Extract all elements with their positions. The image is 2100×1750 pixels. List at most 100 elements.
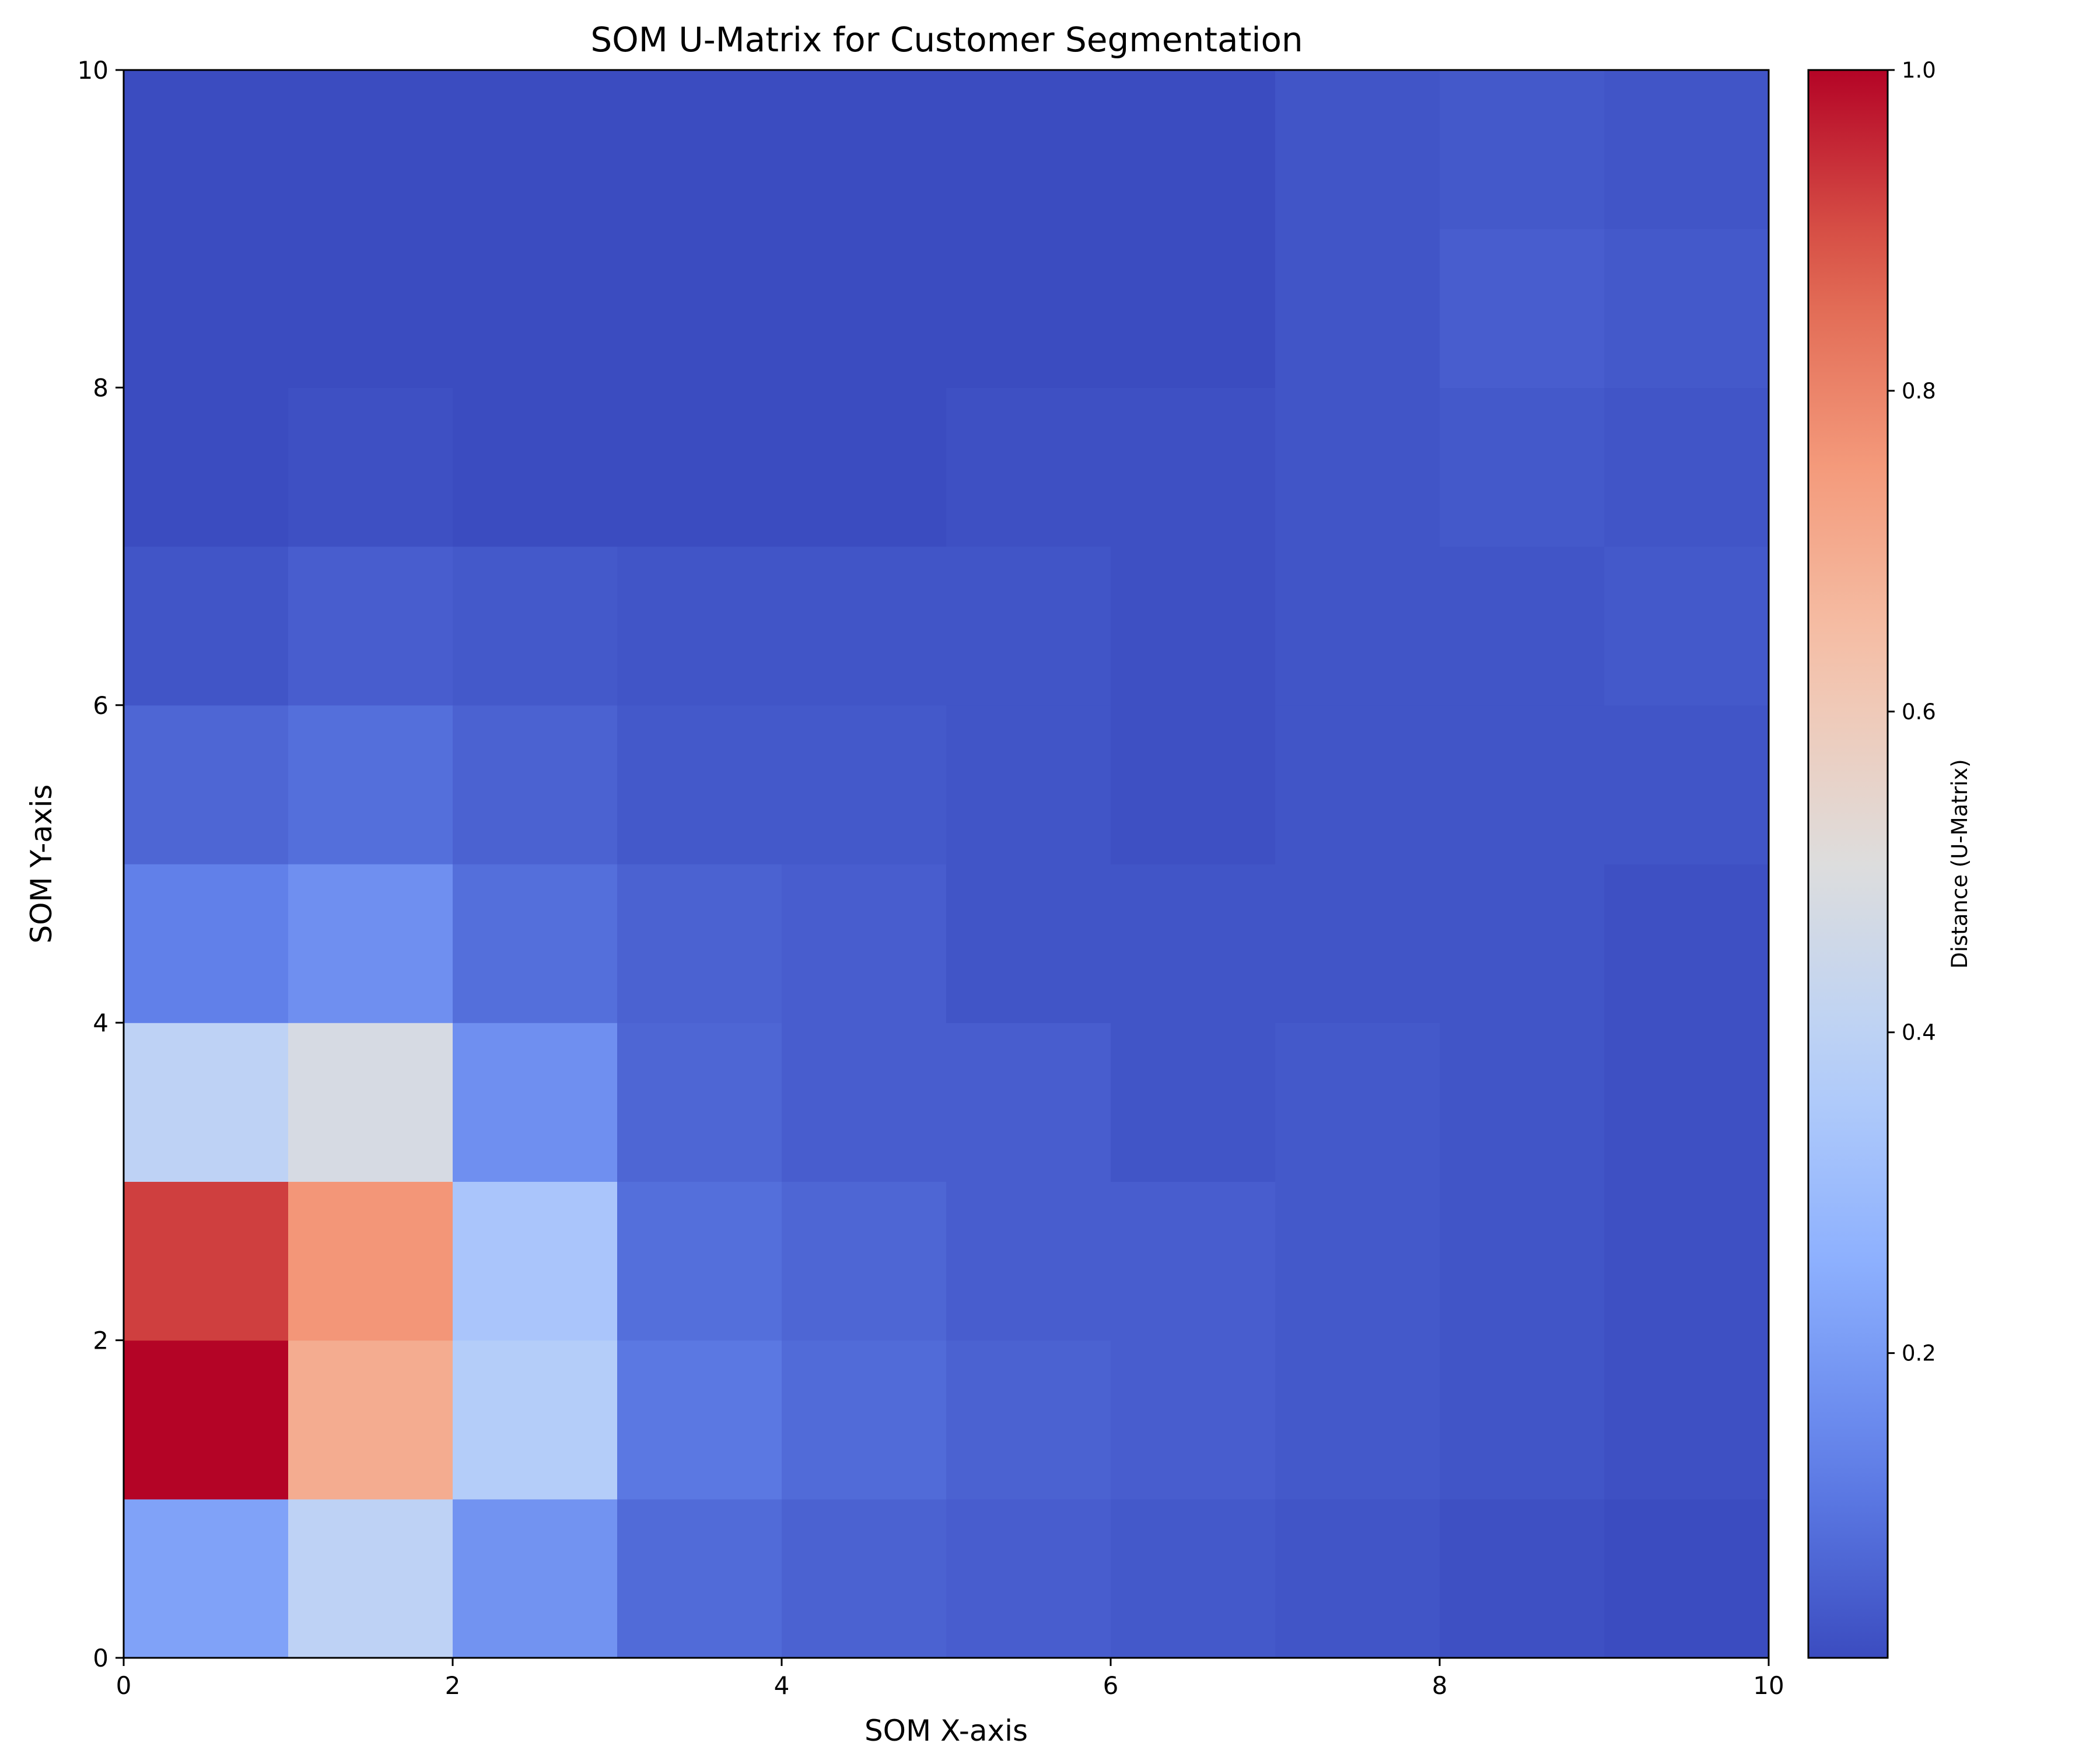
heatmap-cell [1275,70,1440,229]
heatmap-cell [288,547,453,706]
heatmap-cell [1275,864,1440,1023]
heatmap-cell [453,547,618,706]
heatmap-cell [1111,705,1276,864]
colorbar-tick-label: 0.4 [1902,1020,1936,1045]
y-tick-label: 4 [93,1009,108,1037]
heatmap-cell [453,387,618,547]
heatmap-cell [1275,705,1440,864]
heatmap-cell [453,1499,618,1658]
heatmap-cell [288,70,453,229]
y-axis-label: SOM Y-axis [24,785,58,944]
heatmap-cell [1604,1181,1769,1340]
heatmap-cell [453,1340,618,1500]
colorbar-tick-label: 0.2 [1902,1341,1936,1366]
heatmap-cell [617,1023,782,1182]
heatmap-cell [1604,229,1769,388]
heatmap-cell [617,864,782,1023]
heatmap-cell [782,705,947,864]
colorbar-ticks: 0.2 0.4 0.6 0.8 1.0 [1888,58,1936,1366]
heatmap-cell [1275,1340,1440,1500]
heatmap-cell [1604,387,1769,547]
colorbar-tick-label: 0.6 [1902,699,1936,724]
heatmap-cell [1604,1023,1769,1182]
heatmap-cell [1604,705,1769,864]
heatmap-cell [782,864,947,1023]
heatmap-cell [617,1499,782,1658]
x-tick-label: 10 [1753,1671,1784,1700]
heatmap-cell [1604,547,1769,706]
heatmap-cell [782,1340,947,1500]
heatmap-cell [1604,70,1769,229]
heatmap-cell [1111,70,1276,229]
x-tick-label: 4 [774,1671,790,1700]
heatmap-cell [288,864,453,1023]
colorbar [1808,70,1888,1658]
heatmap-cell [782,387,947,547]
heatmap-cell [124,70,289,229]
heatmap-cells [124,70,1769,1658]
x-tick-label: 0 [116,1671,132,1700]
heatmap-cell [617,1340,782,1500]
heatmap-cell [946,1499,1111,1658]
heatmap-cell [124,705,289,864]
heatmap-cell [1440,1181,1605,1340]
heatmap-cell [453,1023,618,1182]
heatmap-cell [1111,1499,1276,1658]
heatmap-cell [1440,387,1605,547]
heatmap-cell [946,387,1111,547]
heatmap-cell [946,1340,1111,1500]
heatmap-cell [782,70,947,229]
heatmap-cell [1440,705,1605,864]
chart-title: SOM U-Matrix for Customer Segmentation [590,20,1303,60]
heatmap-cell [124,1499,289,1658]
heatmap-cell [124,1023,289,1182]
heatmap-cell [1440,547,1605,706]
heatmap-cell [946,1023,1111,1182]
heatmap-cell [1440,1340,1605,1500]
x-tick-label: 2 [445,1671,461,1700]
heatmap-cell [1111,547,1276,706]
heatmap-cell [288,1340,453,1500]
y-tick-label: 8 [93,373,108,402]
y-axis-ticks: 0 2 4 6 8 10 [78,56,124,1672]
heatmap-cell [1275,387,1440,547]
heatmap-cell [782,1181,947,1340]
heatmap-cell [946,70,1111,229]
colorbar-tick-label: 1.0 [1902,58,1936,83]
heatmap-cell [288,705,453,864]
heatmap-cell [1275,1499,1440,1658]
heatmap-cell [124,864,289,1023]
heatmap-cell [1111,1181,1276,1340]
heatmap-cell [617,705,782,864]
heatmap-cell [288,387,453,547]
heatmap-cell [288,1023,453,1182]
x-axis-ticks: 0 2 4 6 8 10 [116,1658,1784,1700]
heatmap-cell [782,1499,947,1658]
y-tick-label: 0 [93,1644,108,1672]
heatmap-cell [1111,1023,1276,1182]
x-tick-label: 8 [1432,1671,1448,1700]
heatmap-cell [1275,1181,1440,1340]
heatmap-cell [1440,1499,1605,1658]
heatmap-cell [288,229,453,388]
heatmap-cell [1111,1340,1276,1500]
heatmap-cell [1111,387,1276,547]
heatmap-cell [1604,864,1769,1023]
heatmap-cell [782,1023,947,1182]
heatmap-cell [946,705,1111,864]
x-axis-label: SOM X-axis [864,1714,1028,1748]
heatmap-cell [946,229,1111,388]
heatmap-cell [288,1181,453,1340]
heatmap-cell [288,1499,453,1658]
heatmap-cell [124,229,289,388]
heatmap-cell [617,387,782,547]
heatmap-cell [782,229,947,388]
heatmap-cell [1440,1023,1605,1182]
heatmap-cell [1111,229,1276,388]
y-tick-label: 10 [78,56,108,85]
heatmap-cell [1275,1023,1440,1182]
heatmap-cell [946,864,1111,1023]
heatmap-cell [1604,1499,1769,1658]
y-tick-label: 2 [93,1326,108,1355]
